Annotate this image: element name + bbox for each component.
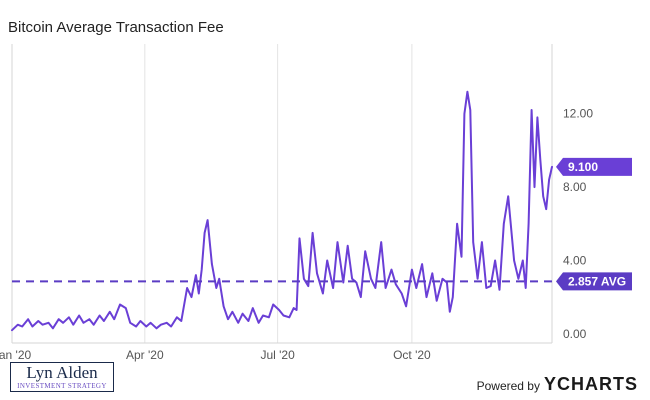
series-layer	[11, 90, 553, 332]
x-tick-label: Jan '20	[0, 348, 31, 362]
ycharts-logo: YCHARTS	[543, 374, 638, 394]
last-value-callout-tag	[556, 157, 632, 176]
powered-by-text: Powered by	[476, 379, 540, 393]
last-value-callout-label: 9.100	[568, 160, 598, 174]
series-line	[11, 90, 553, 332]
axes: Jan '20 Apr '20 Jul '20 Oct '20 0.00 4.00 8.00…	[0, 44, 593, 362]
average-callout-tag	[556, 272, 632, 291]
y-tick-label: 12.00	[563, 107, 593, 121]
x-tick-label: Apr '20	[126, 348, 164, 362]
average-callout-label: 2.857 AVG	[568, 274, 626, 288]
x-tick-label: Jul '20	[260, 348, 295, 362]
y-tick-label: 0.00	[563, 327, 587, 341]
callout-layer: 2.857 AVG 9.100	[556, 157, 632, 291]
x-tick-label: Oct '20	[393, 348, 431, 362]
logo-main-text: Lyn Alden	[26, 363, 98, 382]
lyn-alden-logo[interactable]: Lyn Alden INVESTMENT STRATEGY	[10, 362, 114, 392]
y-tick-label: 8.00	[563, 180, 587, 194]
logo-sub-text: INVESTMENT STRATEGY	[17, 382, 107, 390]
powered-by-ycharts[interactable]: Powered by YCHARTS	[477, 374, 638, 395]
y-tick-label: 4.00	[563, 253, 587, 267]
grid	[144, 44, 413, 343]
chart-title: Bitcoin Average Transaction Fee	[8, 19, 224, 36]
